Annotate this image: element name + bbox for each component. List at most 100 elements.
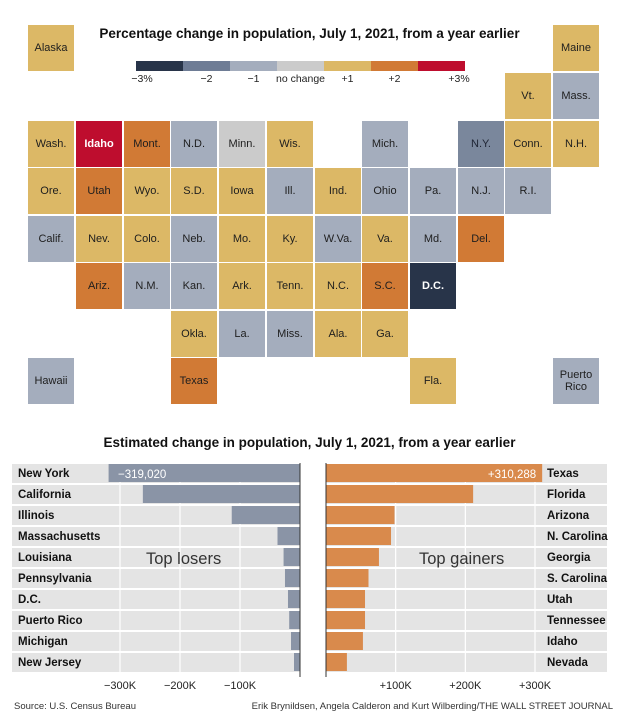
gainer-label: N. Carolina <box>547 531 608 543</box>
gainer-bar <box>326 611 366 629</box>
loser-tick-label: −300K <box>104 680 137 692</box>
gainer-label: Nevada <box>547 657 589 669</box>
state-tile-n-m: N.M. <box>124 263 170 309</box>
state-tile-puerto-rico: Puerto Rico <box>553 358 599 404</box>
state-tile-ill: Ill. <box>267 168 313 214</box>
gainer-bar <box>326 548 379 566</box>
gainer-bar <box>326 464 543 482</box>
loser-bar <box>231 506 300 524</box>
state-tile-pa: Pa. <box>410 168 456 214</box>
loser-bar <box>284 569 300 587</box>
state-tile-utah: Utah <box>76 168 122 214</box>
state-tile-okla: Okla. <box>171 311 217 357</box>
loser-label: D.C. <box>18 594 41 606</box>
state-tile-texas: Texas <box>171 358 217 404</box>
legend-label: +3% <box>448 73 470 85</box>
legend-swatch <box>136 61 183 71</box>
state-tile-n-j: N.J. <box>458 168 504 214</box>
state-tile-fla: Fla. <box>410 358 456 404</box>
loser-label: Pennsylvania <box>18 573 92 585</box>
legend-label: −3% <box>131 73 153 85</box>
state-tile-maine: Maine <box>553 25 599 71</box>
loser-bar <box>277 527 300 545</box>
loser-bar <box>142 485 300 503</box>
legend-label: −2 <box>200 73 213 85</box>
state-tile-hawaii: Hawaii <box>28 358 74 404</box>
state-tile-md: Md. <box>410 216 456 262</box>
state-tile-nev: Nev. <box>76 216 122 262</box>
state-tile-w-va: W.Va. <box>315 216 361 262</box>
state-tile-n-c: N.C. <box>315 263 361 309</box>
loser-row-bg <box>12 632 300 651</box>
state-tile-la: La. <box>219 311 265 357</box>
loser-bar <box>294 653 300 671</box>
gainer-label: Texas <box>547 468 579 480</box>
loser-label: Michigan <box>18 636 68 648</box>
state-tile-ore: Ore. <box>28 168 74 214</box>
loser-bar <box>291 632 300 650</box>
state-tile-va: Va. <box>362 216 408 262</box>
gainer-label: Florida <box>547 489 586 501</box>
state-tile-idaho: Idaho <box>76 121 122 167</box>
loser-row-bg <box>12 506 300 525</box>
state-tile-mass: Mass. <box>553 73 599 119</box>
loser-label: Puerto Rico <box>18 615 83 627</box>
gainer-bar <box>326 632 363 650</box>
gainer-tick-label: +100K <box>380 680 413 692</box>
gainer-label: Idaho <box>547 636 578 648</box>
legend-label: no change <box>275 73 326 85</box>
state-tile-ky: Ky. <box>267 216 313 262</box>
gainer-label: Tennessee <box>547 615 606 627</box>
state-tile-alaska: Alaska <box>28 25 74 71</box>
state-tile-n-d: N.D. <box>171 121 217 167</box>
bar-chart-title: Estimated change in population, July 1, … <box>103 435 516 450</box>
map-title: Percentage change in population, July 1,… <box>99 26 520 41</box>
loser-row-bg <box>12 569 300 588</box>
loser-row-bg <box>12 590 300 609</box>
gainer-bar <box>326 527 392 545</box>
state-tile-vt: Vt. <box>505 73 551 119</box>
loser-value-label: −319,020 <box>118 469 166 481</box>
legend-swatch <box>183 61 230 71</box>
state-tile-ga: Ga. <box>362 311 408 357</box>
legend-label: +1 <box>341 73 354 85</box>
state-tile-minn: Minn. <box>219 121 265 167</box>
state-tile-d-c: D.C. <box>410 263 456 309</box>
state-tile-ala: Ala. <box>315 311 361 357</box>
gainer-bar <box>326 485 474 503</box>
loser-label: Illinois <box>18 510 54 522</box>
gainer-label: Utah <box>547 594 573 606</box>
state-tile-s-c: S.C. <box>362 263 408 309</box>
legend-swatch <box>371 61 418 71</box>
legend-swatch <box>277 61 324 71</box>
state-tile-mo: Mo. <box>219 216 265 262</box>
loser-label: California <box>18 489 72 501</box>
loser-label: Massachusetts <box>18 531 100 543</box>
gainer-label: S. Carolina <box>547 573 608 585</box>
state-tile-mont: Mont. <box>124 121 170 167</box>
loser-label: Louisiana <box>18 552 72 564</box>
state-tile-wyo: Wyo. <box>124 168 170 214</box>
state-tile-ohio: Ohio <box>362 168 408 214</box>
gainer-bar <box>326 506 395 524</box>
gainer-value-label: +310,288 <box>488 469 536 481</box>
losers-panel-label: Top losers <box>146 550 221 568</box>
loser-tick-label: −100K <box>224 680 257 692</box>
legend-swatch <box>418 61 465 71</box>
state-tile-calif: Calif. <box>28 216 74 262</box>
legend-label: −1 <box>247 73 260 85</box>
state-tile-ind: Ind. <box>315 168 361 214</box>
loser-row-bg <box>12 548 300 567</box>
state-tile-n-h: N.H. <box>553 121 599 167</box>
state-tile-conn: Conn. <box>505 121 551 167</box>
legend-swatch <box>324 61 371 71</box>
loser-bar <box>287 590 300 608</box>
loser-row-bg <box>12 653 300 672</box>
state-tile-colo: Colo. <box>124 216 170 262</box>
state-tile-ark: Ark. <box>219 263 265 309</box>
state-tile-s-d: S.D. <box>171 168 217 214</box>
state-tile-mich: Mich. <box>362 121 408 167</box>
state-tile-n-y: N.Y. <box>458 121 504 167</box>
loser-tick-label: −200K <box>164 680 197 692</box>
